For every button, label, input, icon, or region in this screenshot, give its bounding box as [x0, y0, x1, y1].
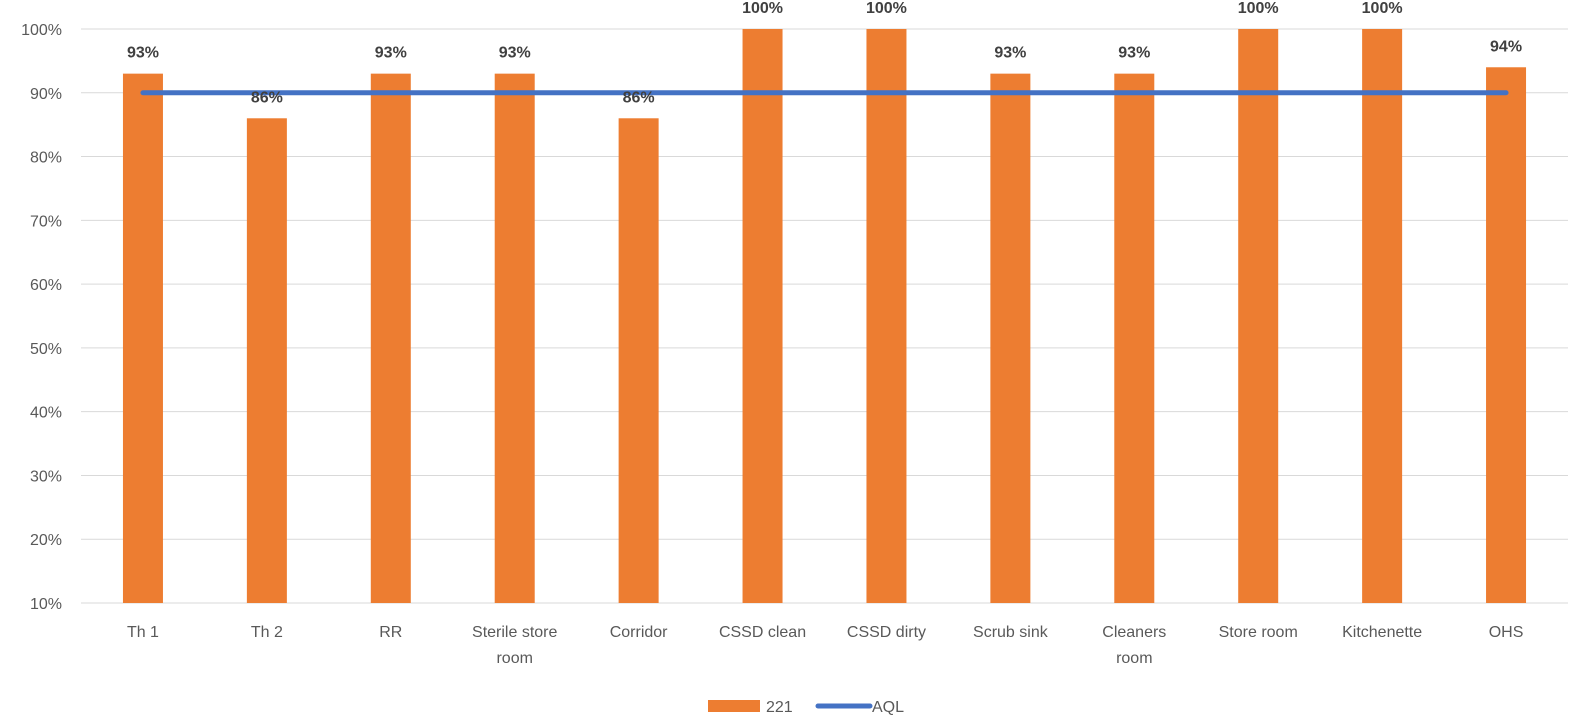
- x-category-label: Sterile store: [472, 624, 557, 641]
- y-tick-label: 80%: [30, 150, 62, 167]
- data-label: 93%: [375, 45, 407, 62]
- data-label: 86%: [623, 89, 655, 106]
- y-tick-label: 40%: [30, 405, 62, 422]
- bar: [1238, 29, 1279, 603]
- data-label: 93%: [1118, 45, 1150, 62]
- y-tick-label: 30%: [30, 468, 62, 485]
- bar: [370, 73, 411, 603]
- data-label: 100%: [866, 0, 907, 17]
- x-category-label: Corridor: [610, 624, 668, 641]
- x-category-label: Store room: [1219, 624, 1298, 641]
- y-axis: 10% 20% 30% 40% 50% 60% 70% 80% 90% 100%: [21, 22, 62, 613]
- data-label: 86%: [251, 89, 283, 106]
- x-category-label: room: [496, 650, 532, 667]
- x-category-label: OHS: [1489, 624, 1524, 641]
- x-category-label: Kitchenette: [1342, 624, 1422, 641]
- x-category-label: Th 1: [127, 624, 159, 641]
- x-category-label: RR: [379, 624, 402, 641]
- bar: [122, 73, 163, 603]
- data-label: 93%: [499, 45, 531, 62]
- data-label: 100%: [742, 0, 783, 17]
- legend-swatch-221: [708, 700, 760, 712]
- legend-label: 221: [766, 699, 793, 716]
- x-category-label: CSSD clean: [719, 624, 806, 641]
- bar: [1362, 29, 1403, 603]
- bar: [742, 29, 783, 603]
- bar: [990, 73, 1031, 603]
- data-label: 93%: [994, 45, 1026, 62]
- bar-series-221: [122, 29, 1527, 604]
- data-label: 94%: [1490, 38, 1522, 55]
- legend: 221 AQL: [708, 699, 904, 716]
- x-category-label: Cleaners: [1102, 624, 1166, 641]
- bar: [866, 29, 907, 603]
- y-tick-label: 10%: [30, 596, 62, 613]
- legend-label: AQL: [872, 699, 904, 716]
- bar: [494, 73, 535, 603]
- data-label: 100%: [1362, 0, 1403, 17]
- gridlines: [81, 28, 1568, 604]
- bar: [618, 118, 659, 604]
- bar: [1486, 67, 1527, 604]
- data-label: 100%: [1238, 0, 1279, 17]
- x-category-label: Scrub sink: [973, 624, 1049, 641]
- data-label: 93%: [127, 45, 159, 62]
- x-category-label: Th 2: [251, 624, 283, 641]
- y-tick-label: 60%: [30, 277, 62, 294]
- y-tick-label: 50%: [30, 341, 62, 358]
- x-axis: Th 1 Th 2 RR Sterile store room Corridor CSSD …: [127, 624, 1523, 667]
- y-tick-label: 100%: [21, 22, 62, 39]
- bar: [246, 118, 287, 604]
- bar: [1114, 73, 1155, 603]
- x-category-label: room: [1116, 650, 1152, 667]
- x-category-label: CSSD dirty: [847, 624, 926, 641]
- data-labels: 93% 86% 93% 93% 86% 100% 100% 93% 93% 100% 100% 94%: [127, 0, 1522, 106]
- y-tick-label: 20%: [30, 532, 62, 549]
- y-tick-label: 70%: [30, 213, 62, 230]
- y-tick-label: 90%: [30, 86, 62, 103]
